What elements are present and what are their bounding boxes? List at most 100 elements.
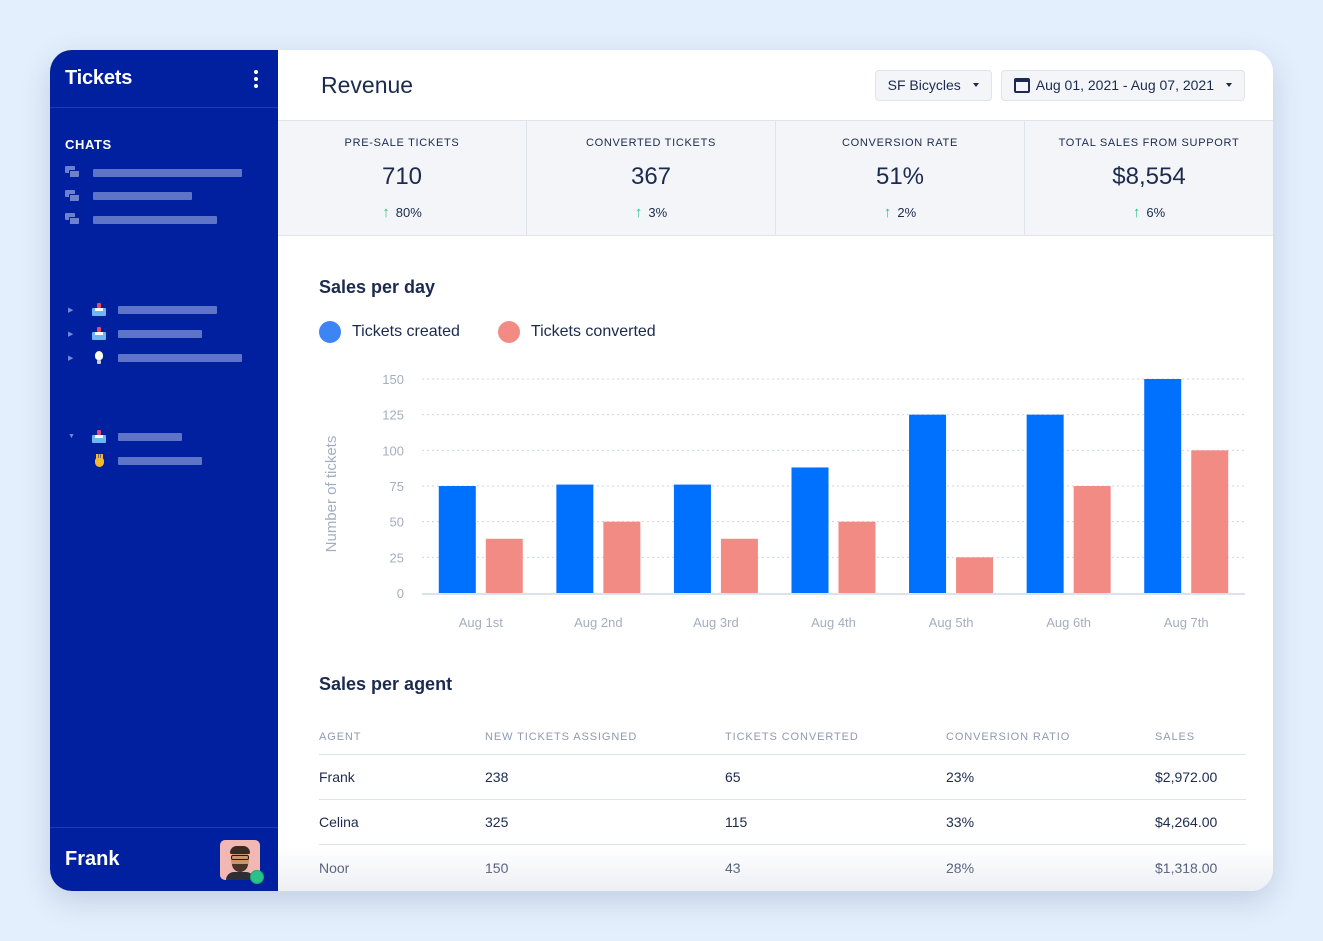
legend-label: Tickets converted [530, 323, 656, 340]
bar-tickets-converted [1191, 450, 1229, 593]
column-header-sales[interactable]: SALES [1155, 731, 1195, 743]
legend-item-tickets-converted[interactable]: Tickets converted [497, 321, 656, 343]
y-tick-label: 75 [390, 479, 404, 494]
caret-right-icon[interactable]: ▶ [68, 330, 74, 338]
chat-item[interactable] [50, 185, 278, 209]
tree-item-label-placeholder [118, 329, 202, 338]
x-tick-label: Aug 7th [1164, 615, 1209, 630]
tree-item[interactable] [50, 449, 278, 473]
tree-item[interactable]: ▶ [50, 298, 278, 322]
online-status-indicator [250, 869, 264, 884]
chats-section-label: CHATS [65, 137, 112, 152]
chat-item[interactable] [50, 161, 278, 185]
bar-tickets-created [1026, 414, 1064, 593]
x-tick-label: Aug 4th [811, 615, 856, 630]
channel-group-2: ▼ [50, 425, 278, 473]
kebab-menu-icon[interactable] [250, 66, 262, 92]
column-header-agent[interactable]: AGENT [319, 731, 362, 743]
chevron-down-icon [1226, 83, 1232, 87]
sales-per-agent-title: Sales per agent [319, 674, 453, 694]
stat-card-pre-sale-tickets: PRE-SALE TICKETS 710 ↑ 80% [278, 121, 527, 235]
caret-right-icon[interactable]: ▶ [68, 306, 74, 314]
inbox-tray-icon [92, 326, 106, 341]
tree-item-label-placeholder [118, 456, 202, 465]
user-name: Frank [65, 848, 120, 870]
cell-agent: Frank [319, 769, 355, 785]
chat-item-label-placeholder [93, 168, 242, 177]
y-axis-label: Number of tickets [323, 436, 340, 553]
table-row[interactable]: Celina 325 115 33% $4,264.00 [319, 800, 1246, 845]
chart-legend: Tickets created Tickets converted [319, 321, 656, 343]
cell-new-tickets: 325 [485, 814, 509, 830]
stat-card-converted-tickets: CONVERTED TICKETS 367 ↑ 3% [527, 121, 776, 235]
date-range-picker[interactable]: Aug 01, 2021 - Aug 07, 2021 [1000, 69, 1245, 101]
cell-tickets-converted: 65 [725, 769, 741, 785]
sales-per-day-chart: 0 25 50 75 100 125 150 Number of tickets Aug 1st… [323, 372, 1245, 630]
bar-tickets-created [1144, 379, 1182, 593]
stat-label: TOTAL SALES FROM SUPPORT [1058, 137, 1240, 149]
cell-tickets-converted: 43 [725, 859, 741, 876]
legend-label: Tickets created [352, 323, 460, 340]
bar-tickets-created [673, 484, 711, 593]
chat-list [50, 161, 278, 232]
y-tick-label: 125 [382, 408, 404, 423]
y-tick-label: 0 [397, 586, 404, 601]
bar-tickets-converted [603, 521, 641, 593]
sidebar: Tickets CHATS ▶ ▶ [50, 50, 278, 891]
store-select[interactable]: SF Bicycles [874, 69, 992, 101]
stat-value: $8,554 [1112, 163, 1186, 190]
caret-down-icon[interactable]: ▼ [68, 433, 75, 440]
tree-item[interactable]: ▶ [50, 346, 278, 370]
chat-item[interactable] [50, 208, 278, 232]
cell-conversion-ratio: 28% [946, 859, 975, 876]
cell-conversion-ratio: 23% [946, 769, 975, 785]
stat-value: 710 [381, 163, 423, 190]
calendar-icon [1013, 77, 1030, 93]
stat-change: ↑ 3% [635, 204, 667, 221]
chat-icon [65, 213, 81, 226]
store-select-value: SF Bicycles [887, 77, 961, 93]
bar-tickets-converted [485, 538, 523, 593]
x-tick-label: Aug 3rd [693, 615, 739, 630]
x-tick-label: Aug 2nd [574, 615, 622, 630]
column-header-tickets-converted[interactable]: TICKETS CONVERTED [725, 731, 859, 743]
sidebar-footer: Frank [50, 827, 278, 891]
arrow-up-icon: ↑ [883, 204, 892, 221]
stat-label: CONVERTED TICKETS [585, 137, 717, 149]
chat-item-label-placeholder [93, 215, 217, 224]
raised-hand-icon [92, 453, 106, 468]
stat-card-total-sales: TOTAL SALES FROM SUPPORT $8,554 ↑ 6% [1025, 121, 1273, 235]
stat-change: ↑ 2% [884, 204, 916, 221]
legend-item-tickets-created[interactable]: Tickets created [319, 321, 460, 343]
table-row[interactable]: Noor 150 43 28% $1,318.00 [319, 845, 1246, 890]
bar-tickets-converted [838, 521, 876, 593]
stat-value: 367 [630, 163, 672, 190]
bar-tickets-converted [956, 557, 994, 593]
cell-new-tickets: 238 [485, 769, 509, 785]
bar-tickets-created [791, 467, 829, 593]
stat-change-value: 80% [395, 205, 422, 220]
column-header-new-tickets[interactable]: NEW TICKETS ASSIGNED [485, 731, 638, 743]
bar-tickets-created [909, 414, 947, 593]
caret-right-icon[interactable]: ▶ [68, 354, 74, 362]
cell-sales: $4,264.00 [1155, 814, 1218, 830]
cell-sales: $1,318.00 [1155, 859, 1218, 876]
column-header-conversion-ratio[interactable]: CONVERSION RATIO [946, 731, 1071, 743]
x-tick-label: Aug 6th [1046, 615, 1091, 630]
cell-conversion-ratio: 33% [946, 814, 975, 830]
stat-change: ↑ 6% [1133, 204, 1165, 221]
main-content: Revenue SF Bicycles Aug 01, 2021 - Aug 0… [278, 50, 1273, 891]
tree-item[interactable]: ▶ [50, 322, 278, 346]
chat-icon [65, 189, 81, 203]
tree-item[interactable]: ▼ [50, 425, 278, 449]
inbox-tray-icon [92, 429, 106, 444]
y-tick-label: 150 [382, 372, 404, 387]
table-row[interactable]: Frank 238 65 23% $2,972.00 [319, 755, 1246, 800]
stat-label: CONVERSION RATE [841, 137, 959, 149]
chat-icon [65, 166, 81, 179]
cell-sales: $2,972.00 [1155, 769, 1218, 785]
bar-tickets-converted [720, 538, 758, 593]
arrow-up-icon: ↑ [1132, 204, 1141, 221]
tree-item-label-placeholder [118, 432, 182, 441]
avatar[interactable] [220, 839, 264, 884]
